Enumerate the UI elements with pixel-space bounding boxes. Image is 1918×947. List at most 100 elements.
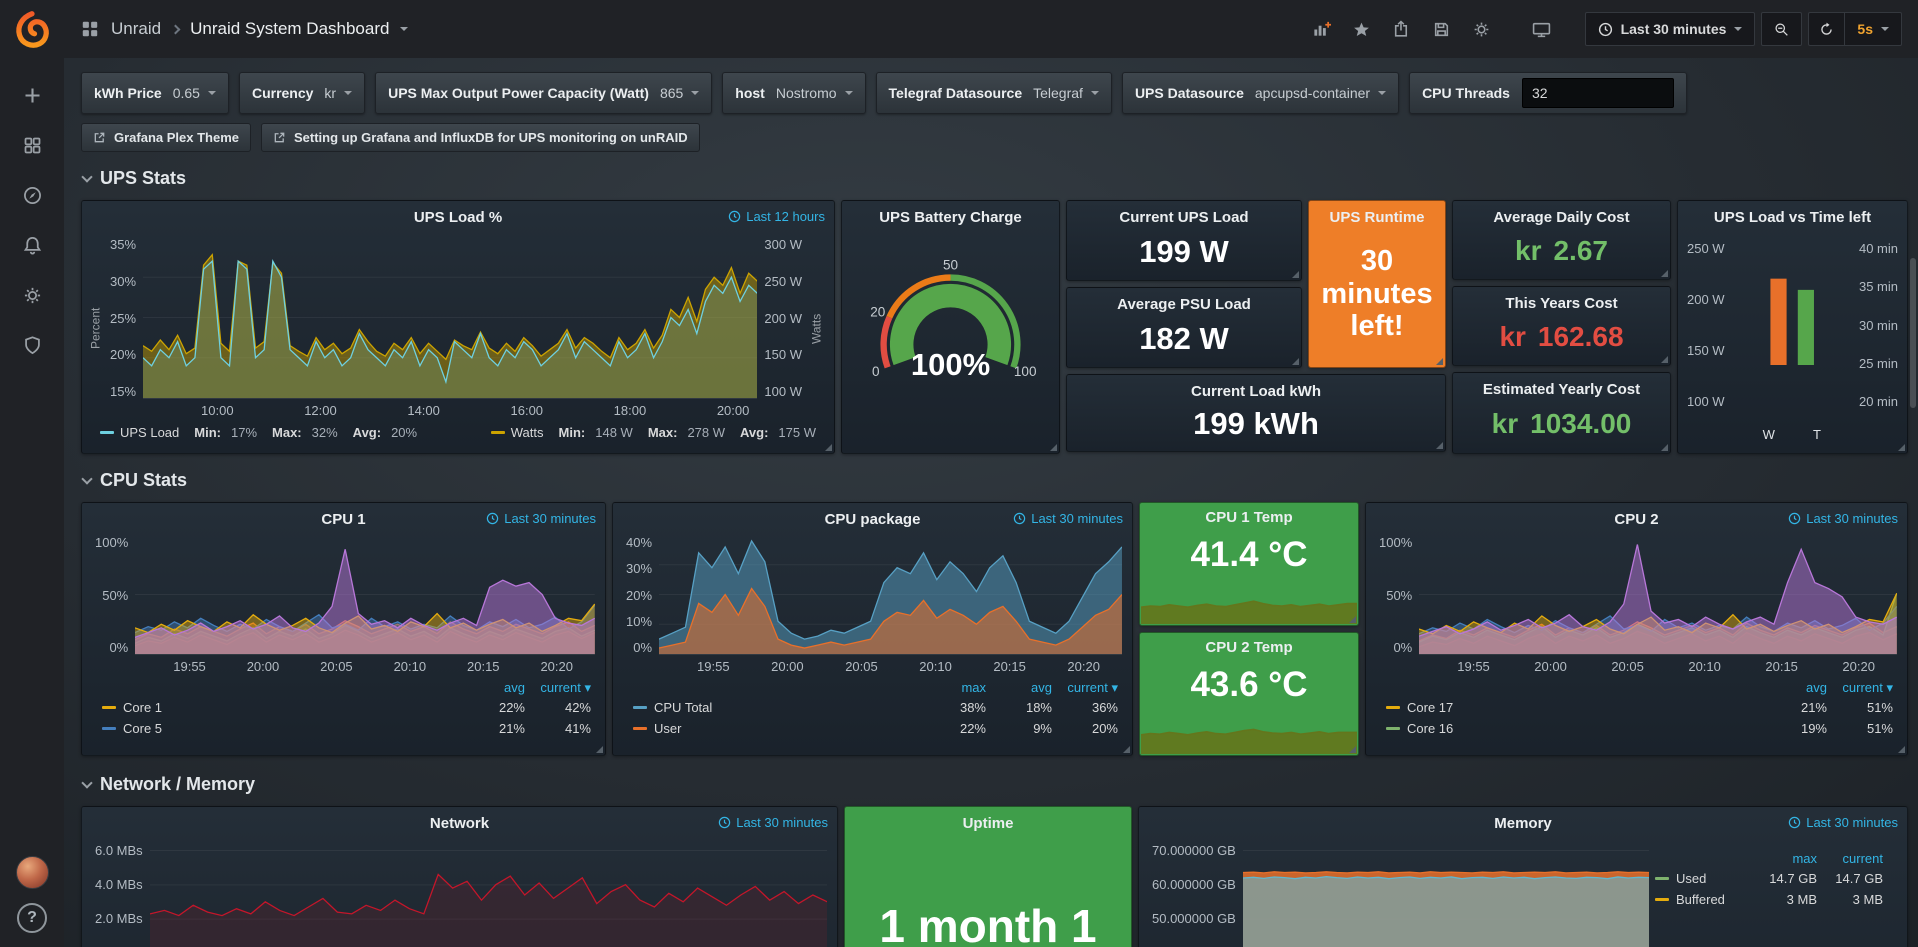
legend-headers[interactable]: max avg current ▾ (633, 678, 1118, 697)
panel-title[interactable]: This Years Cost (1505, 295, 1618, 312)
legend-series-name[interactable]: Core 1 (102, 700, 459, 715)
caret-down-icon[interactable] (400, 27, 409, 31)
list-item: 22% (959, 721, 986, 736)
section-title: UPS Stats (100, 168, 187, 188)
configuration-icon[interactable] (11, 274, 53, 316)
panel-title[interactable]: CPU 2 Temp (1205, 638, 1293, 656)
list-item: 30% (110, 273, 137, 289)
battery-gauge-chart[interactable]: 0 20 50 100 (842, 235, 1059, 425)
apps-grid-icon[interactable] (80, 19, 100, 39)
create-icon[interactable] (11, 74, 53, 116)
network-chart[interactable] (149, 843, 827, 947)
panel-title[interactable]: Uptime (962, 815, 1014, 832)
grafana-logo[interactable] (12, 10, 52, 50)
caret-down-icon (1090, 91, 1099, 95)
variable-currency[interactable]: Currency kr (238, 72, 366, 114)
series-swatch (633, 727, 647, 730)
list-item: avg (504, 680, 525, 695)
list-item: 20:00 (246, 659, 280, 674)
server-admin-shield-icon[interactable] (11, 324, 53, 366)
panel-title[interactable]: CPU 1 Temp (1205, 508, 1293, 526)
time-range-label: Last 30 minutes (1620, 21, 1727, 37)
variable-ups-datasource[interactable]: UPS Datasource apcupsd-container (1121, 72, 1400, 114)
stat-value: kr 1034.00 (1491, 408, 1632, 439)
refresh-button[interactable] (1808, 12, 1845, 46)
breadcrumb-folder[interactable]: Unraid (111, 19, 162, 38)
legend-series-name[interactable]: Core 5 (102, 721, 459, 736)
cpu2-chart[interactable] (1419, 535, 1897, 655)
user-avatar[interactable] (15, 856, 49, 889)
panel-current-ups-load: Current UPS Load 199 W (1066, 200, 1302, 281)
scrollbar-thumb[interactable] (1910, 258, 1916, 408)
legend-key: Max: (272, 425, 302, 440)
section-header-ups-stats[interactable]: UPS Stats (81, 168, 1908, 189)
panel-title[interactable]: Current UPS Load (1119, 209, 1249, 226)
panel-title[interactable]: UPS Load % (413, 209, 503, 226)
legend-series-name[interactable]: Used (1655, 871, 1751, 886)
legend-series-name[interactable]: Buffered (1655, 892, 1751, 907)
legend-headers[interactable]: avg current ▾ (1386, 678, 1893, 697)
legend-series-name[interactable]: Core 16 (1386, 721, 1761, 736)
panel-title[interactable]: UPS Runtime (1329, 209, 1425, 226)
section-header-cpu-stats[interactable]: CPU Stats (81, 470, 1908, 491)
panel-title[interactable]: CPU 1 (321, 511, 366, 528)
variable-telegraf-datasource[interactable]: Telegraf Datasource Telegraf (875, 72, 1112, 114)
panel-title[interactable]: CPU package (824, 511, 921, 528)
dashboard-settings-button[interactable] (1465, 12, 1499, 46)
section-header-network-memory[interactable]: Network / Memory (81, 774, 1908, 795)
panel-title[interactable]: Memory (1494, 815, 1552, 832)
panel-ups-load-vs-time-left: UPS Load vs Time left 250 W 200 W 150 W 100… (1677, 200, 1908, 454)
add-panel-button[interactable] (1305, 12, 1339, 46)
dashboard-links-row: Grafana Plex Theme Setting up Grafana an… (81, 123, 1908, 152)
link-grafana-plex-theme[interactable]: Grafana Plex Theme (81, 123, 251, 152)
panel-title[interactable]: Current Load kWh (1191, 383, 1321, 400)
legend-headers[interactable]: avg current ▾ (102, 678, 591, 697)
list-item: 0% (633, 640, 653, 655)
dashboards-icon[interactable] (11, 124, 53, 166)
zoom-out-button[interactable] (1761, 12, 1803, 46)
variable-ups-max-output[interactable]: UPS Max Output Power Capacity (Watt) 865 (375, 72, 713, 114)
panel-title[interactable]: Average Daily Cost (1493, 209, 1630, 226)
refresh-interval-picker[interactable]: 5s (1844, 12, 1902, 46)
list-item: T (1812, 427, 1821, 442)
legend-series-name[interactable]: Watts (510, 425, 544, 440)
ups-load-chart[interactable] (143, 237, 758, 399)
list-item: 20% (626, 587, 653, 603)
panel-title[interactable]: UPS Load vs Time left (1713, 209, 1872, 226)
explore-icon[interactable] (11, 174, 53, 216)
legend-headers[interactable]: max current (1655, 849, 1883, 868)
cycle-view-monitor-button[interactable] (1525, 12, 1559, 46)
series-swatch (102, 727, 116, 730)
variable-host[interactable]: host Nostromo (722, 72, 866, 114)
list-item: current ▾ (1067, 679, 1118, 695)
memory-chart[interactable] (1242, 843, 1649, 947)
share-button[interactable] (1385, 12, 1419, 46)
panel-title[interactable]: Estimated Yearly Cost (1482, 381, 1641, 398)
variable-kwh-price[interactable]: kWh Price 0.65 (81, 72, 229, 114)
list-item: 21% (498, 721, 525, 736)
time-range-picker[interactable]: Last 30 minutes (1584, 12, 1756, 46)
legend-series-name[interactable]: CPU Total (633, 700, 920, 715)
list-item: 150 W (764, 347, 802, 363)
legend-series-name[interactable]: UPS Load (120, 425, 180, 440)
star-button[interactable] (1345, 12, 1379, 46)
panel-title[interactable]: UPS Battery Charge (879, 209, 1022, 226)
cpu1-chart[interactable] (135, 535, 595, 655)
help-icon[interactable]: ? (17, 903, 47, 933)
save-button[interactable] (1425, 12, 1459, 46)
panel-title[interactable]: Network (429, 815, 490, 832)
cpu-threads-input[interactable] (1521, 78, 1674, 108)
panel-title[interactable]: Average PSU Load (1117, 296, 1251, 313)
cpu-package-chart[interactable] (659, 535, 1122, 655)
breadcrumb-dashboard-title[interactable]: Unraid System Dashboard (190, 19, 390, 38)
link-setup-guide[interactable]: Setting up Grafana and InfluxDB for UPS … (261, 123, 700, 152)
panel-title[interactable]: CPU 2 (1614, 511, 1659, 528)
alerting-icon[interactable] (11, 224, 53, 266)
clock-icon (1014, 512, 1026, 525)
legend-series-name[interactable]: Core 17 (1386, 700, 1761, 715)
list-item: avg (1806, 680, 1827, 695)
cpu-stats-row: CPU 1 Last 30 minutes 100% 50% 0% 19:55 20:… (81, 502, 1908, 756)
legend-values: 22% 9% 20% (920, 721, 1118, 736)
legend-series-name[interactable]: User (633, 721, 920, 736)
